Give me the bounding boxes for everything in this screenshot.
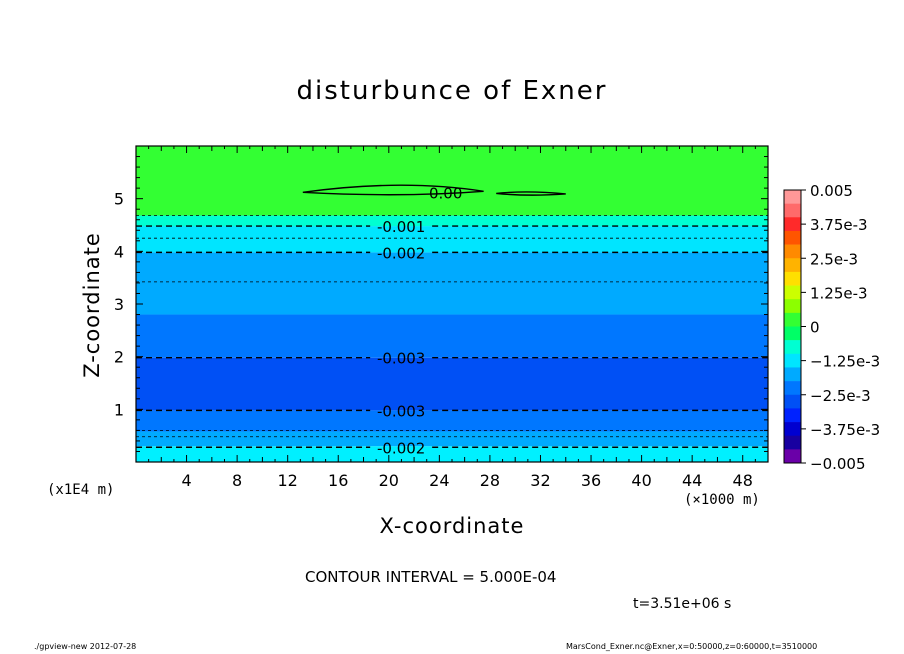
colorbar-segment: [784, 381, 801, 396]
colorbar-segment: [784, 449, 801, 464]
contour-band-6: [136, 226, 768, 253]
zero-contour-label: 0.00: [429, 184, 462, 202]
x-tick-label: 4: [181, 471, 191, 490]
y-axis-unit: (x1E4 m): [47, 482, 115, 498]
x-tick-label: 28: [480, 471, 500, 490]
zero-contour-loop-1: [302, 184, 484, 196]
zero-contour-loop-2: [496, 191, 566, 196]
x-tick-label: 36: [581, 471, 601, 490]
x-tick-label: 32: [530, 471, 550, 490]
y-tick-label: 4: [114, 242, 124, 261]
x-tick-label: 20: [379, 471, 399, 490]
colorbar-segment: [784, 190, 801, 204]
footer-right: MarsCond_Exner.nc@Exner,x=0:50000,z=0:60…: [566, 642, 818, 651]
colorbar-segment: [784, 285, 801, 300]
contour-label-6: -0.002: [377, 244, 425, 262]
colorbar-tick-label: −1.25e-3: [810, 353, 880, 371]
contour-interval-label: CONTOUR INTERVAL = 5.000E-04: [305, 568, 557, 586]
x-tick-label: 12: [278, 471, 298, 490]
colorbar-segment: [784, 230, 801, 245]
colorbar-segment: [784, 326, 801, 341]
colorbar-segment: [784, 394, 801, 409]
x-axis-unit: (×1000 m): [684, 492, 760, 508]
contour-label-0: -0.002: [377, 439, 425, 457]
contour-band-0: [136, 446, 768, 462]
colorbar-tick-label: −3.75e-3: [810, 421, 880, 439]
y-tick-label: 3: [114, 295, 124, 314]
colorbar-segment: [784, 340, 801, 355]
colorbar-segment: [784, 435, 801, 450]
x-tick-label: 16: [328, 471, 348, 490]
contour-band-4: [136, 314, 768, 358]
contour-label-3: -0.003: [377, 402, 425, 420]
x-tick-label: 44: [682, 471, 702, 490]
colorbar-segment: [784, 312, 801, 327]
colorbar-tick-label: 0.005: [810, 182, 853, 200]
contour-band-2: [136, 410, 768, 432]
colorbar-tick-label: 3.75e-3: [810, 216, 868, 234]
colorbar-segment: [784, 271, 801, 286]
contour-band-7: [136, 215, 768, 227]
contour-label-4: -0.003: [377, 350, 425, 368]
chart-title: disturbunce of Exner: [296, 76, 608, 106]
colorbar-segment: [784, 258, 801, 273]
contour-band-1: [136, 431, 768, 447]
contour-label-8: -0.001: [377, 218, 425, 236]
colorbar-segment: [784, 367, 801, 382]
x-tick-label: 8: [232, 471, 242, 490]
colorbar-tick-label: 2.5e-3: [810, 250, 858, 268]
colorbar-segment: [784, 353, 801, 368]
footer-left: ./gpview-new 2012-07-28: [34, 642, 137, 651]
colorbar-segment: [784, 299, 801, 314]
colorbar-segment: [784, 408, 801, 423]
y-tick-label: 5: [114, 190, 124, 209]
time-label: t=3.51e+06 s: [633, 596, 732, 612]
colorbar-segment: [784, 422, 801, 436]
x-tick-label: 40: [631, 471, 651, 490]
contour-band-5: [136, 252, 768, 315]
contour-band-3: [136, 357, 768, 411]
y-axis-label: Z-coordinate: [80, 232, 104, 378]
colorbar-segment: [784, 244, 801, 259]
colorbar-segment: [784, 203, 801, 218]
x-axis-label: X-coordinate: [379, 514, 525, 538]
x-tick-label: 48: [733, 471, 753, 490]
colorbar-tick-label: −0.005: [810, 455, 866, 473]
y-tick-label: 1: [114, 400, 124, 419]
contour-band-8: [136, 146, 768, 216]
colorbar-tick-label: 1.25e-3: [810, 284, 868, 302]
colorbar-tick-label: 0: [810, 319, 820, 337]
colorbar: 0.005 3.75e-3 2.5e-3 1.25e-3 0 −1.25e-3 −2.5e-…: [783, 182, 880, 473]
colorbar-segment: [784, 217, 801, 232]
y-tick-label: 2: [114, 348, 124, 367]
x-tick-label: 24: [429, 471, 449, 490]
colorbar-tick-label: −2.5e-3: [810, 387, 871, 405]
